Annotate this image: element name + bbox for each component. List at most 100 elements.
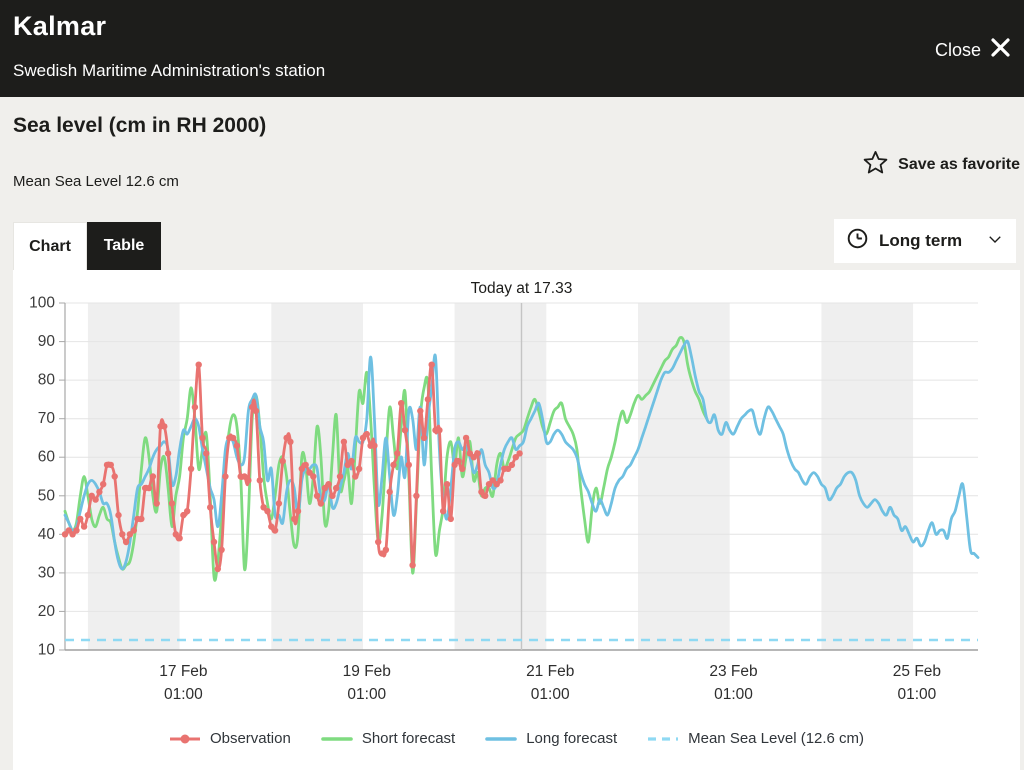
x-tick-label: 17 Feb [159,663,207,680]
observation-marker [371,443,377,449]
observation-marker [169,500,175,506]
observation-marker [291,516,297,522]
observation-marker [108,462,114,468]
observation-marker [387,489,393,495]
observation-marker [482,493,488,499]
observation-marker [112,473,118,479]
x-tick-label: 25 Feb [893,663,941,680]
station-dialog: Kalmar Swedish Maritime Administration's… [0,0,1024,770]
observation-marker [161,423,167,429]
x-tick-label: 21 Feb [526,663,574,680]
day-band [638,303,730,650]
observation-marker [406,462,412,468]
y-tick-label: 100 [29,295,55,312]
observation-marker [280,458,286,464]
tab-table[interactable]: Table [87,222,161,270]
close-button[interactable]: Close [935,38,1010,62]
legend-label: Observation [210,730,291,747]
day-band [821,303,913,650]
observation-marker [253,408,259,414]
observation-marker [329,493,335,499]
save-favorite-button[interactable]: Save as favorite [862,149,1020,181]
observation-marker [165,450,171,456]
observation-marker [230,435,236,441]
clock-icon [846,227,869,255]
observation-marker [303,462,309,468]
observation-marker [119,531,125,537]
legend-item-mean-sea-level-12-6-cm-[interactable]: Mean Sea Level (12.6 cm) [647,730,864,747]
observation-marker [276,500,282,506]
observation-marker [188,466,194,472]
observation-marker [272,527,278,533]
observation-marker [264,508,270,514]
legend-label: Short forecast [362,730,455,747]
observation-marker [92,496,98,502]
observation-marker [314,493,320,499]
observation-marker [390,462,396,468]
observation-marker [207,504,213,510]
observation-marker [341,439,347,445]
x-tick-label: 01:00 [714,686,753,703]
observation-marker [287,439,293,445]
x-tick-label: 23 Feb [709,663,757,680]
observation-marker [413,493,419,499]
observation-marker [364,431,370,437]
observation-marker [440,508,446,514]
y-tick-label: 50 [38,487,56,504]
y-tick-label: 90 [38,333,56,350]
legend-item-long-forecast[interactable]: Long forecast [485,730,617,747]
observation-marker [100,481,106,487]
chart-card: 102030405060708090100Today at 17.3317 Fe… [13,270,1020,770]
sea-level-chart[interactable]: 102030405060708090100Today at 17.3317 Fe… [13,270,1020,770]
observation-marker [352,473,358,479]
dot-line-swatch-icon [169,732,201,746]
chart-title: Today at 17.33 [471,280,573,297]
observation-marker [184,508,190,514]
observation-marker [234,443,240,449]
observation-marker [199,435,205,441]
observation-marker [436,427,442,433]
x-tick-label: 01:00 [898,686,937,703]
tab-chart[interactable]: Chart [13,222,87,270]
tab-table-label: Table [104,237,145,255]
dashed-swatch-icon [647,732,679,746]
observation-marker [333,485,339,491]
time-range-dropdown[interactable]: Long term [834,219,1016,263]
time-range-label: Long term [879,231,976,251]
observation-marker [375,539,381,545]
observation-marker [497,477,503,483]
observation-marker [154,500,160,506]
observation-marker [123,539,129,545]
legend-item-short-forecast[interactable]: Short forecast [321,730,455,747]
observation-marker [196,362,202,368]
station-subtitle: Swedish Maritime Administration's statio… [13,61,325,81]
y-tick-label: 20 [38,603,56,620]
observation-marker [211,539,217,545]
x-tick-label: 01:00 [347,686,386,703]
observation-marker [394,450,400,456]
mean-sea-level-text: Mean Sea Level 12.6 cm [13,173,179,190]
observation-marker [402,427,408,433]
observation-marker [448,516,454,522]
y-tick-label: 30 [38,564,56,581]
observation-marker [425,396,431,402]
observation-marker [218,547,224,553]
observation-marker [215,566,221,572]
observation-marker [85,512,91,518]
observation-marker [444,481,450,487]
y-tick-label: 60 [38,449,56,466]
observation-marker [429,362,435,368]
legend-item-observation[interactable]: Observation [169,730,291,747]
observation-marker [459,466,465,472]
observation-marker [115,512,121,518]
observation-marker [318,500,324,506]
observation-marker [383,547,389,553]
station-title: Kalmar [13,11,106,42]
y-tick-label: 80 [38,372,56,389]
observation-marker [325,481,331,487]
observation-marker [131,527,137,533]
legend-label: Mean Sea Level (12.6 cm) [688,730,864,747]
observation-marker [417,408,423,414]
observation-marker [421,435,427,441]
x-tick-label: 19 Feb [343,663,391,680]
